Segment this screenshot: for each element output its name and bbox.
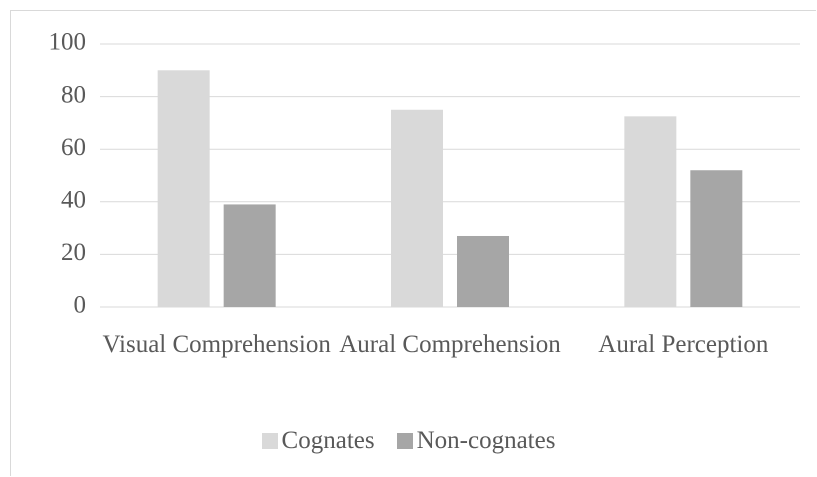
x-tick-label: Aural Perception xyxy=(598,331,769,358)
y-tick-label: 100 xyxy=(49,29,87,56)
legend: Cognates Non-cognates xyxy=(0,427,817,455)
x-tick-label: Visual Comprehension xyxy=(102,331,331,358)
legend-item: Non-cognates xyxy=(396,427,556,455)
legend-label: Cognates xyxy=(281,427,375,454)
y-tick-label: 80 xyxy=(61,81,86,108)
y-tick-label: 40 xyxy=(61,187,86,214)
y-tick-label: 0 xyxy=(74,292,87,319)
bar xyxy=(157,70,210,307)
y-tick-label: 20 xyxy=(61,239,86,266)
bar xyxy=(690,170,743,307)
bar xyxy=(223,204,276,307)
legend-swatch xyxy=(396,433,413,449)
chart-frame xyxy=(10,10,816,476)
bar xyxy=(624,116,677,307)
bar xyxy=(391,109,443,307)
x-tick-label: Aural Comprehension xyxy=(339,331,561,358)
bar xyxy=(457,235,509,307)
legend-item: Cognates xyxy=(261,427,375,455)
legend-label: Non-cognates xyxy=(416,427,556,454)
legend-swatch xyxy=(261,433,278,449)
y-tick-label: 60 xyxy=(61,134,86,161)
